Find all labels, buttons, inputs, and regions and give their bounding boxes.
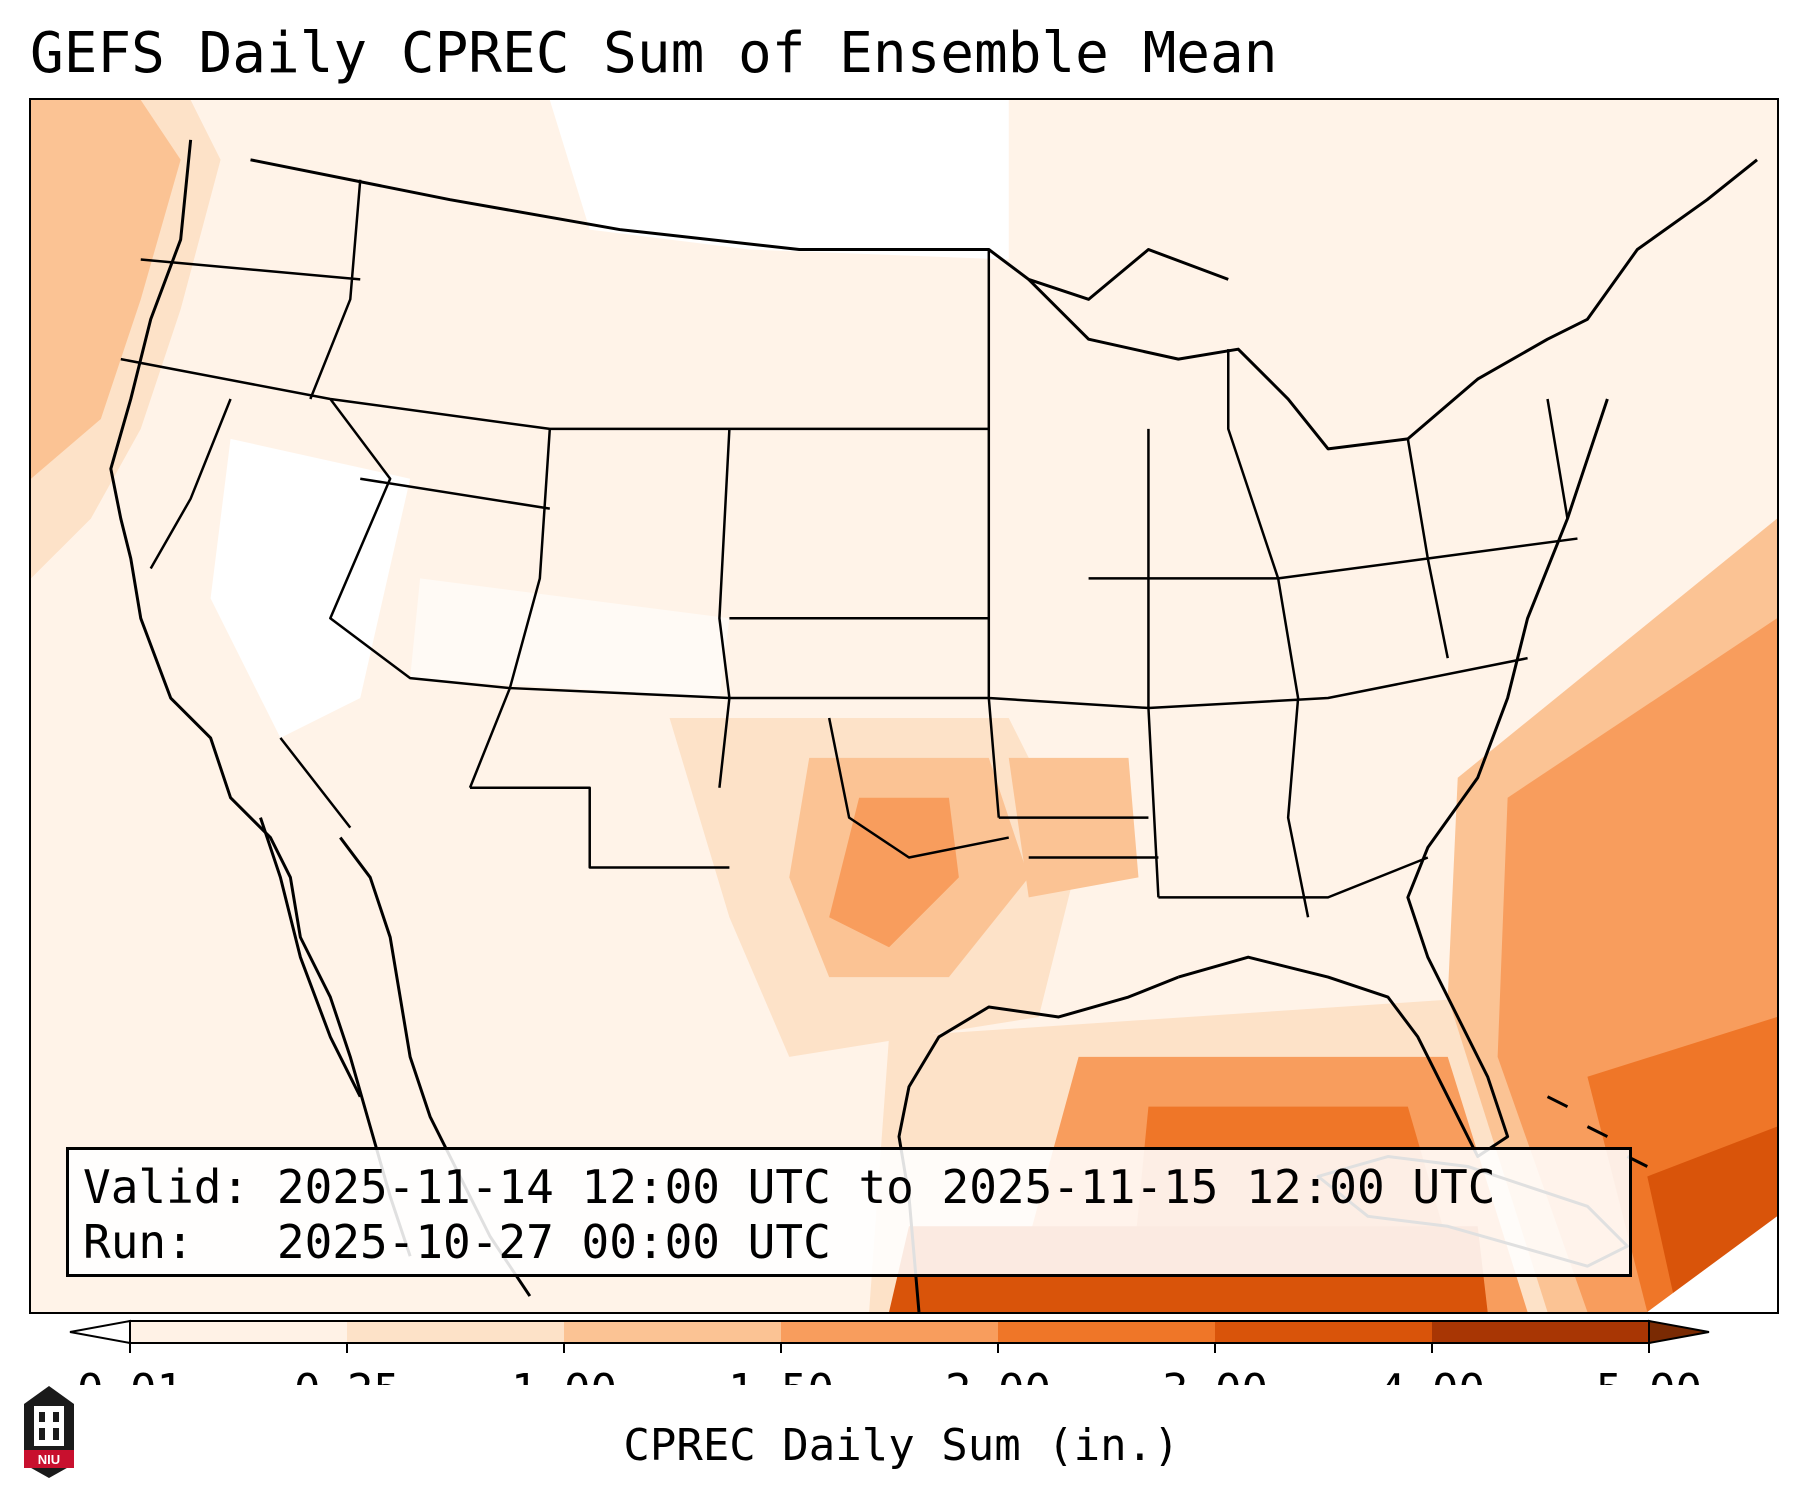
- valid-run-info-box: Valid: 2025-11-14 12:00 UTC to 2025-11-1…: [66, 1147, 1632, 1277]
- valid-label: Valid:: [83, 1160, 250, 1214]
- precip-plains-core: [829, 797, 959, 948]
- run-label: Run:: [83, 1215, 194, 1269]
- baja-peninsula: [259, 817, 362, 1098]
- colorbar-tick-label: 4.00: [1379, 1365, 1485, 1385]
- east-coastline: [1177, 398, 1609, 1159]
- colorbar-swatch: [1215, 1321, 1432, 1343]
- map-title: GEFS Daily CPREC Sum of Ensemble Mean: [30, 21, 1278, 86]
- colorbar-label: CPREC Daily Sum (in.): [623, 1420, 1180, 1471]
- colorbar-over-extend: [1648, 1319, 1710, 1345]
- colorbar-tick-label: 1.50: [728, 1365, 834, 1385]
- west-coastline: [109, 139, 412, 1257]
- colorbar-swatch: [564, 1321, 781, 1343]
- precip-map: [31, 100, 1777, 1312]
- colorbar-swatch: [1432, 1321, 1649, 1343]
- precip-none-area: [210, 438, 411, 738]
- logo-band: [24, 1450, 74, 1468]
- colorbar-swatch: [347, 1321, 564, 1343]
- colorbar-swatch: [130, 1321, 347, 1343]
- precip-pnw-core: [31, 100, 181, 479]
- colorbar-tick-label: 0.25: [294, 1365, 400, 1385]
- colorbar-tick-label: 5.00: [1596, 1365, 1702, 1385]
- precip-shading: [31, 100, 1777, 1312]
- colorbar-tick-label: 0.01: [77, 1365, 183, 1385]
- niu-logo-icon: NIU: [24, 1386, 74, 1478]
- logo-text: NIU: [38, 1452, 60, 1467]
- colorbar-under-extend: [69, 1319, 131, 1345]
- logo-building: [34, 1406, 64, 1446]
- colorbar-swatch: [781, 1321, 998, 1343]
- state-borders: [120, 179, 1578, 918]
- colorbar: 0.01 0.25 1.00 1.50 2.00 3.00 4.00 5.00: [69, 1319, 1710, 1385]
- precip-light-area: [410, 578, 730, 699]
- colorbar-ticks: 0.01 0.25 1.00 1.50 2.00 3.00 4.00 5.00: [77, 1343, 1702, 1385]
- precip-arkansas: [1008, 757, 1139, 898]
- run-value: 2025-10-27 00:00 UTC: [276, 1215, 831, 1269]
- map-panel: [29, 98, 1779, 1314]
- colorbar-swatch: [998, 1321, 1215, 1343]
- colorbar-swatches: [69, 1319, 1710, 1345]
- valid-value: 2025-11-14 12:00 UTC to 2025-11-15 12:00…: [276, 1160, 1496, 1214]
- colorbar-tick-label: 1.00: [511, 1365, 617, 1385]
- colorbar-tick-label: 3.00: [1162, 1365, 1268, 1385]
- colorbar-tick-label: 2.00: [945, 1365, 1051, 1385]
- precip-none-area: [549, 100, 1009, 260]
- colorbar-outline: [129, 1320, 1650, 1344]
